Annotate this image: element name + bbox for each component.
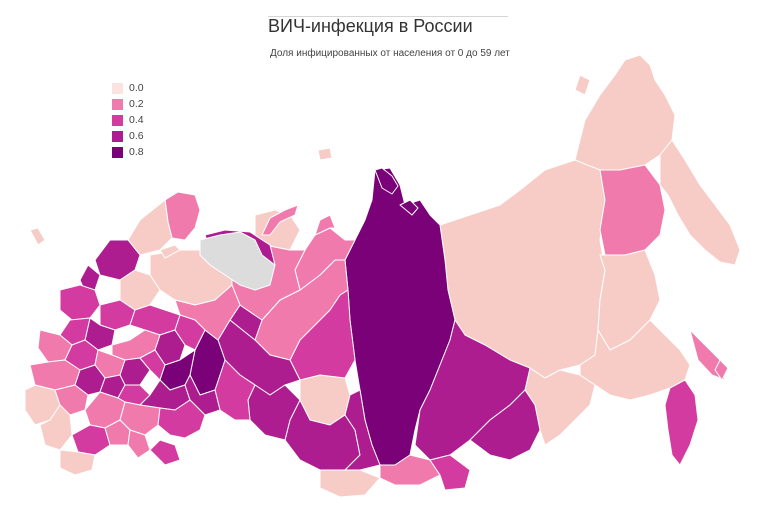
legend-swatch xyxy=(112,114,123,126)
region xyxy=(59,284,101,321)
region xyxy=(29,227,46,246)
map-regions xyxy=(24,54,741,498)
region xyxy=(314,214,336,236)
region xyxy=(149,439,181,466)
region xyxy=(39,404,73,451)
region xyxy=(159,244,181,259)
region xyxy=(599,164,666,256)
legend-item: 0.0 xyxy=(112,80,144,96)
region xyxy=(157,399,206,439)
region xyxy=(399,199,419,216)
region xyxy=(574,54,676,171)
legend-swatch xyxy=(112,98,123,110)
legend-item: 0.4 xyxy=(112,112,144,128)
region xyxy=(469,389,541,461)
region xyxy=(127,199,173,256)
legend-label: 0.6 xyxy=(129,130,144,142)
region xyxy=(374,167,399,195)
title-divider xyxy=(268,16,508,17)
region xyxy=(319,469,381,498)
legend: 0.0 0.2 0.4 0.6 0.8 xyxy=(112,80,144,160)
region xyxy=(184,374,221,416)
legend-swatch xyxy=(112,82,123,94)
legend-item: 0.6 xyxy=(112,128,144,144)
legend-item: 0.2 xyxy=(112,96,144,112)
legend-label: 0.0 xyxy=(129,82,144,94)
region xyxy=(574,74,591,96)
region xyxy=(71,424,111,456)
region xyxy=(664,379,699,466)
region xyxy=(59,449,96,476)
region xyxy=(127,429,151,459)
map-subtitle: Доля инфицированных от населения от 0 до… xyxy=(270,48,510,59)
legend-label: 0.8 xyxy=(129,146,144,158)
legend-swatch xyxy=(112,146,123,158)
region xyxy=(214,359,256,421)
legend-label: 0.4 xyxy=(129,114,144,126)
legend-swatch xyxy=(112,130,123,142)
region xyxy=(714,359,729,381)
legend-label: 0.2 xyxy=(129,98,144,110)
region xyxy=(659,139,741,266)
region-no-data xyxy=(199,231,276,291)
region xyxy=(317,147,333,161)
region xyxy=(261,204,299,236)
map-title: ВИЧ-инфекция в России xyxy=(268,16,473,36)
region xyxy=(429,454,471,491)
legend-item: 0.8 xyxy=(112,144,144,160)
